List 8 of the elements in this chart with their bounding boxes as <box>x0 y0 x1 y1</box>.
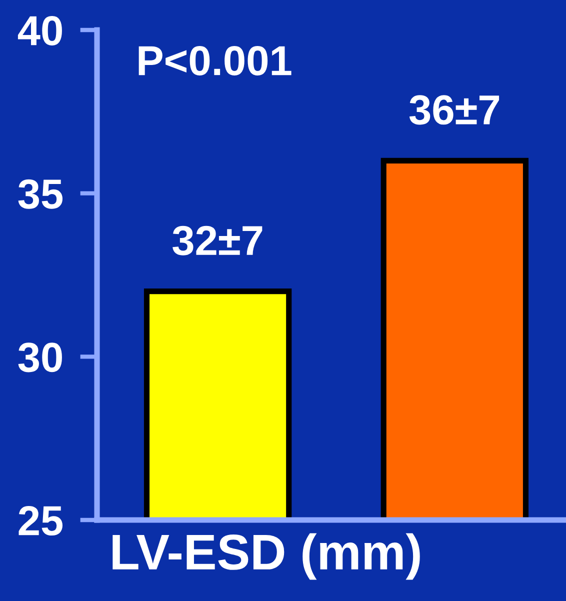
y-tick-label: 40 <box>18 16 62 46</box>
y-tick-label: 25 <box>18 506 63 536</box>
y-tick-label: 30 <box>18 342 62 372</box>
x-axis-title: LV-ESD (mm) <box>112 533 420 580</box>
data-label: 36±7 <box>409 95 500 125</box>
y-tick-label: 35 <box>18 179 63 209</box>
data-label: 32±7 <box>172 226 262 256</box>
annotation: P<0.001 <box>138 46 292 76</box>
